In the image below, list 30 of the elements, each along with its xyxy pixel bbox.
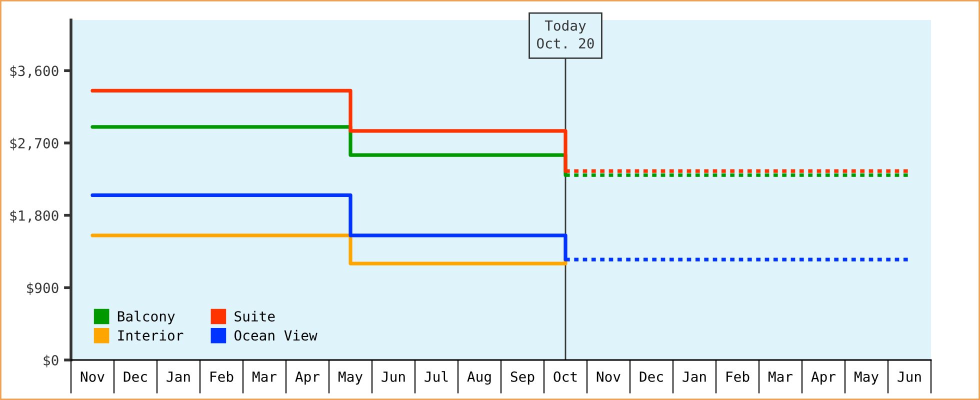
y-tick-label: $3,600 (10, 65, 58, 78)
x-tick-label: Feb (726, 371, 750, 382)
y-tick-label: $1,800 (10, 210, 58, 223)
x-tick-label: Jan (166, 372, 190, 382)
x-tick-label: Apr (295, 372, 320, 385)
x-tick-label: Oct (554, 371, 577, 382)
x-tick-label: Sep (510, 371, 534, 385)
x-tick-label: Apr (811, 372, 836, 385)
legend-label: Balcony (118, 310, 175, 324)
x-tick-label: Jun (382, 372, 405, 382)
x-tick-label: Jan (682, 372, 706, 382)
ref-line-label: Today Oct. 20 (537, 20, 594, 49)
x-tick-label: Dec (640, 372, 663, 382)
x-tick-label: Dec (124, 372, 147, 382)
x-tick-label: May (854, 372, 878, 385)
x-tick-label: Mar (768, 372, 793, 382)
y-tick-label: $2,700 (10, 138, 58, 150)
legend-label: Ocean View (234, 330, 318, 341)
x-tick-label: Jul (424, 371, 448, 382)
x-tick-label: Jun (898, 372, 921, 382)
x-tick-label: Mar (252, 372, 277, 382)
x-tick-label: Aug (467, 372, 491, 385)
y-tick-label: $900 (27, 282, 58, 296)
legend-label: Interior (118, 330, 184, 341)
x-tick-label: Nov (80, 372, 104, 382)
x-tick-label: Nov (596, 372, 620, 382)
x-tick-label: May (338, 372, 362, 385)
y-tick-label: $0 (44, 354, 58, 368)
x-tick-label: Feb (210, 371, 234, 382)
legend-label: Suite (234, 310, 275, 322)
